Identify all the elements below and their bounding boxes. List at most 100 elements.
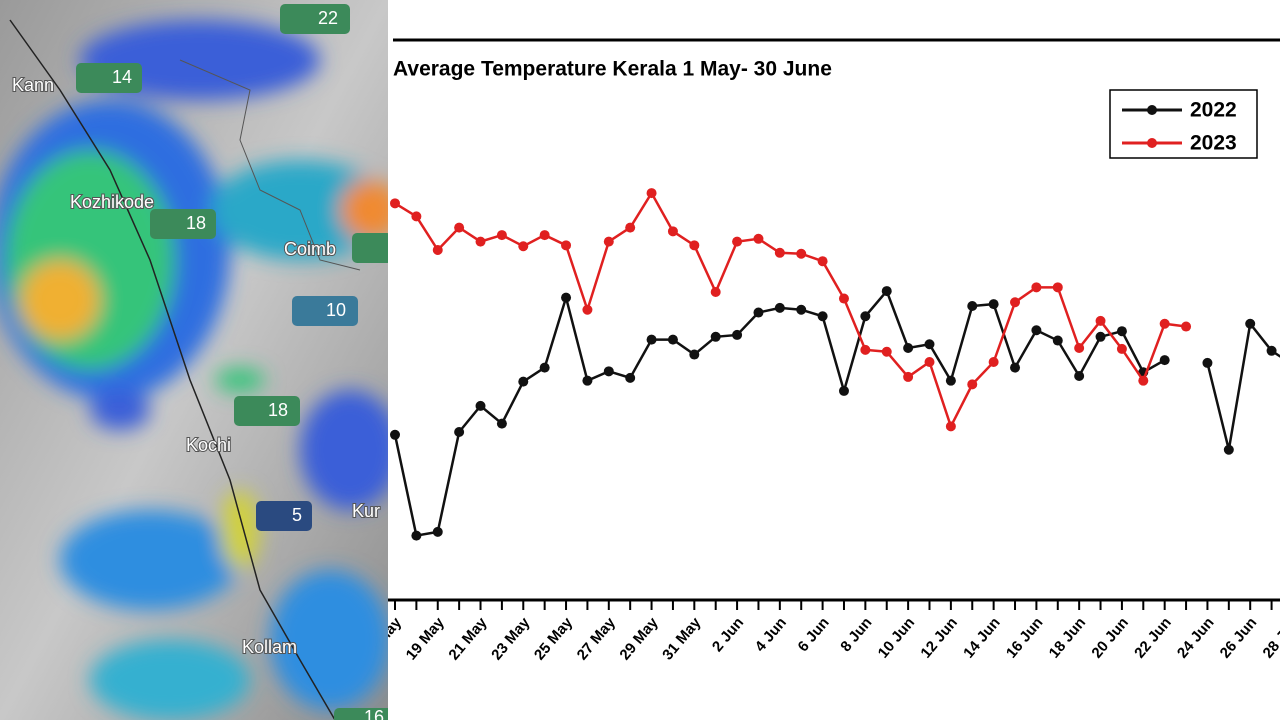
rain-areas	[0, 20, 388, 720]
data-point	[667, 334, 678, 345]
data-point	[625, 372, 636, 383]
x-tick-label: 8 Jun	[837, 614, 875, 655]
data-point	[710, 331, 721, 342]
data-point	[390, 198, 400, 209]
x-tick-label: 10 Jun	[875, 614, 919, 661]
data-point	[817, 256, 828, 267]
coastline	[9, 19, 336, 720]
data-point	[411, 530, 422, 541]
data-point	[1074, 371, 1085, 381]
wind-speed: 16	[364, 707, 384, 720]
data-point	[1159, 355, 1170, 366]
wind-speed: 22	[318, 8, 338, 28]
place-label: Kozhikode	[70, 192, 154, 212]
legend-box	[1109, 89, 1258, 159]
x-tick-label: 16 Jun	[1003, 614, 1047, 661]
x-tick-label: 6 Jun	[794, 614, 832, 655]
data-point	[1116, 343, 1127, 354]
border	[179, 59, 361, 271]
data-point	[710, 287, 721, 297]
data-point	[774, 247, 785, 258]
data-point	[881, 286, 892, 297]
data-point	[475, 400, 486, 411]
data-point	[667, 226, 678, 237]
data-point	[432, 526, 443, 537]
wind-speed: 5	[292, 505, 302, 525]
data-point	[1159, 318, 1170, 329]
x-tick-label: 19 May	[403, 614, 449, 664]
wind-speed: 18	[186, 213, 206, 233]
x-tick-label: 18 Jun	[1046, 614, 1090, 661]
data-point	[646, 188, 657, 199]
x-tick-label: 29 May	[616, 614, 662, 664]
data-point	[518, 376, 529, 387]
data-point	[625, 222, 636, 233]
data-point	[646, 334, 657, 345]
data-point	[496, 418, 507, 429]
legend-marker	[1147, 138, 1157, 148]
legend-label: 2023	[1190, 132, 1237, 155]
data-point	[753, 307, 764, 318]
data-point	[603, 366, 614, 377]
data-point	[1095, 331, 1106, 342]
data-point	[967, 379, 978, 390]
data-point	[732, 236, 743, 247]
legend-label: 2022	[1190, 99, 1237, 122]
data-point	[796, 304, 807, 315]
data-point	[967, 301, 978, 311]
data-point	[1181, 321, 1192, 332]
place-label: Kochi	[186, 435, 231, 455]
wind-speed: 14	[112, 67, 132, 87]
data-point	[796, 248, 807, 259]
chart-title: Average Temperature Kerala 1 May- 30 Jun…	[393, 58, 832, 81]
data-point	[753, 233, 764, 244]
place-label: Kann	[12, 75, 54, 95]
place-label: Kollam	[242, 637, 297, 657]
x-tick-label: 4 Jun	[752, 614, 790, 655]
data-point	[582, 375, 593, 386]
data-point	[1052, 282, 1063, 293]
data-point	[988, 299, 999, 310]
data-point	[689, 240, 700, 251]
data-point	[539, 230, 550, 241]
data-point	[1266, 345, 1277, 356]
data-point	[924, 357, 935, 367]
x-tick-label: 27 May	[574, 614, 620, 664]
x-tick-label: 17 May	[388, 614, 406, 664]
data-point	[561, 240, 572, 251]
data-point	[1031, 282, 1042, 293]
data-point	[903, 343, 914, 353]
data-point	[860, 344, 871, 355]
x-tick-label: 22 Jun	[1131, 614, 1175, 661]
x-tick-label: 28 Jun	[1259, 614, 1280, 661]
data-point	[1095, 315, 1106, 326]
data-point	[1116, 326, 1127, 337]
data-point	[1202, 357, 1213, 368]
radar-map: Kann Kozhikode Coimb Kochi Kur Kollam 22…	[0, 0, 388, 720]
data-point	[582, 304, 593, 315]
data-point	[1052, 335, 1063, 346]
data-point	[1245, 318, 1256, 329]
data-point	[774, 302, 785, 313]
place-label: Kur	[352, 501, 380, 521]
data-point	[817, 311, 828, 322]
data-point	[1223, 444, 1234, 455]
data-point	[860, 311, 871, 322]
data-point	[561, 292, 572, 303]
data-point	[838, 293, 849, 304]
data-point	[411, 211, 422, 222]
x-tick-label: 2 Jun	[709, 614, 747, 655]
data-point	[1010, 297, 1021, 308]
data-point	[988, 357, 999, 367]
data-point	[838, 385, 849, 396]
data-point	[539, 362, 550, 373]
data-point	[454, 222, 465, 233]
data-point	[903, 371, 914, 382]
data-point	[1074, 343, 1085, 353]
legend-marker	[1147, 105, 1157, 115]
x-tick-label: 25 May	[531, 614, 577, 664]
place-label: Coimb	[284, 239, 336, 259]
data-point	[432, 245, 443, 255]
data-point	[924, 339, 935, 350]
